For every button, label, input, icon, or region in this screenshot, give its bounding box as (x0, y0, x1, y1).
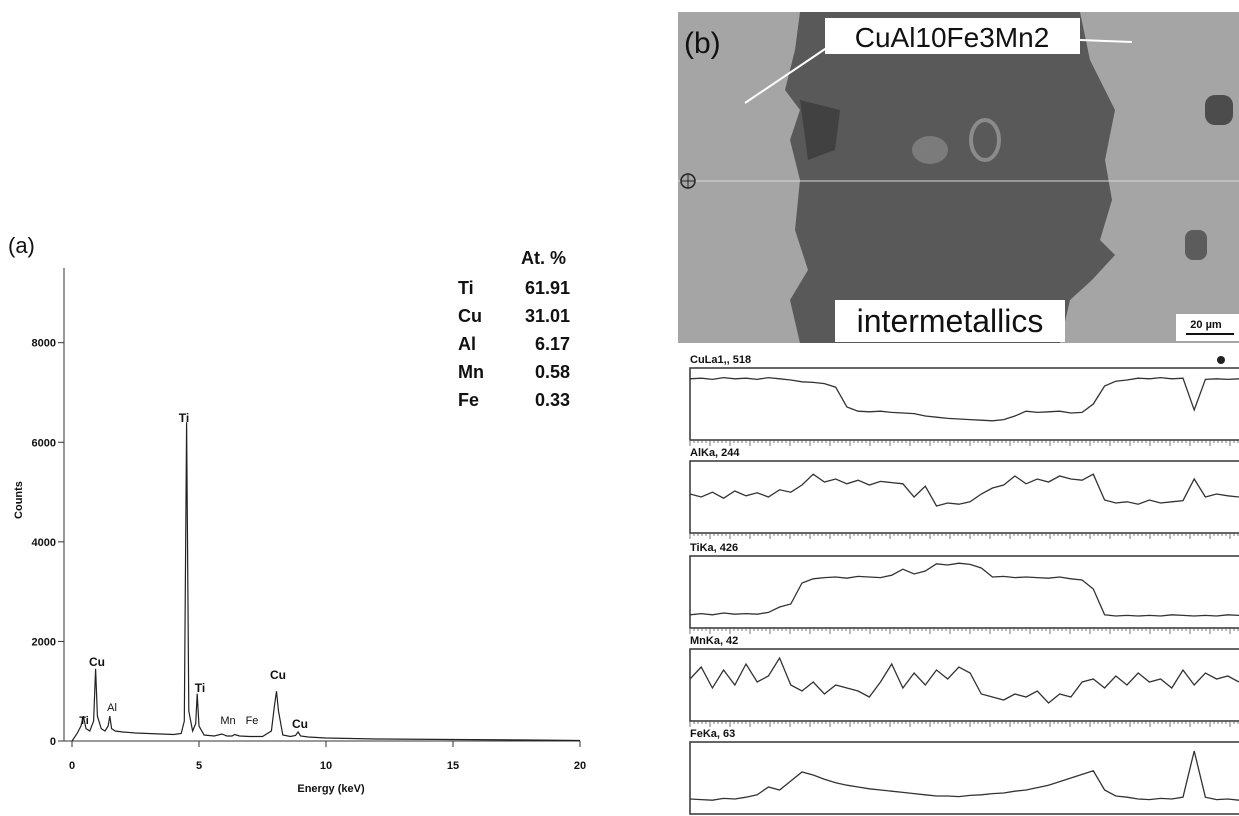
dark-particle (1185, 230, 1207, 260)
scan-ruler (689, 533, 1239, 539)
panel-label: (a) (8, 233, 35, 258)
sem-image: (b) CuAl10Fe3Mn2 intermetallics 20 µm (678, 12, 1239, 343)
y-tick-label: 0 (50, 736, 56, 748)
y-tick-label: 4000 (32, 537, 56, 549)
scan-frame (689, 648, 1239, 722)
peak-label: Mn (220, 715, 235, 727)
peak-label: Ti (179, 411, 189, 425)
scale-box (1176, 314, 1239, 341)
scan-line (689, 750, 1239, 801)
y-tick-label: 8000 (32, 338, 56, 350)
table-value: 6.17 (535, 334, 570, 354)
x-tick-label: 15 (447, 760, 459, 772)
scan-title: TiKa, 426 (690, 542, 738, 554)
table-header: At. % (521, 248, 566, 268)
scan-title: MnKa, 42 (690, 635, 738, 647)
x-tick-label: 10 (320, 760, 332, 772)
scan-line (689, 656, 1239, 704)
inclusion (969, 118, 1001, 162)
peak-label: Cu (292, 717, 308, 731)
scan-line (689, 376, 1239, 422)
label-box (825, 18, 1080, 54)
scale-bar-label: 20 µm (1190, 319, 1222, 331)
table-element: Mn (458, 362, 484, 382)
x-tick-label: 5 (196, 760, 202, 772)
panel-label: (b) (684, 27, 721, 60)
table-value: 31.01 (525, 306, 570, 326)
scan-title: CuLa1,, 518 (690, 354, 751, 366)
scan-title: FeKa, 63 (690, 728, 735, 740)
scan-frame (689, 741, 1239, 815)
indicator-dot (1217, 356, 1225, 364)
y-axis-label: Counts (13, 481, 25, 519)
scan-ruler (689, 721, 1239, 727)
x-tick-label: 0 (69, 760, 75, 772)
intermetallic-region (785, 12, 1115, 343)
table-value: 0.33 (535, 390, 570, 410)
phase-label: intermetallics (857, 303, 1044, 339)
table-element: Ti (458, 278, 474, 298)
label-box (835, 300, 1065, 342)
scan-frame (689, 555, 1239, 629)
y-tick-label: 2000 (32, 636, 56, 648)
peak-label: Ti (79, 715, 89, 727)
scan-title: AlKa, 244 (690, 447, 740, 459)
dark-particle (1205, 95, 1233, 125)
leader-line (744, 46, 829, 104)
inclusion (912, 136, 948, 164)
leader-line (1079, 39, 1133, 43)
peak-label: Fe (246, 715, 259, 727)
scan-ruler (689, 628, 1239, 634)
table-element: Cu (458, 306, 482, 326)
x-axis-label: Energy (keV) (297, 783, 365, 795)
peak-label: Ti (195, 681, 205, 695)
peak-label: Al (107, 702, 117, 714)
alloy-label: CuAl10Fe3Mn2 (855, 22, 1050, 53)
grain (678, 12, 1239, 343)
dark-phase (800, 100, 840, 160)
spectrum-line (71, 422, 581, 742)
table-element: Fe (458, 390, 479, 410)
table-value: 61.91 (525, 278, 570, 298)
scan-line (689, 473, 1239, 507)
peak-label: Cu (270, 668, 286, 682)
scan-line (689, 562, 1239, 617)
y-tick-label: 6000 (32, 437, 56, 449)
peak-label: Cu (89, 655, 105, 669)
scan-frame (689, 460, 1239, 534)
table-element: Al (458, 334, 476, 354)
scan-frame (689, 367, 1239, 441)
x-tick-label: 20 (574, 760, 586, 772)
scan-ruler (689, 440, 1239, 446)
table-value: 0.58 (535, 362, 570, 382)
